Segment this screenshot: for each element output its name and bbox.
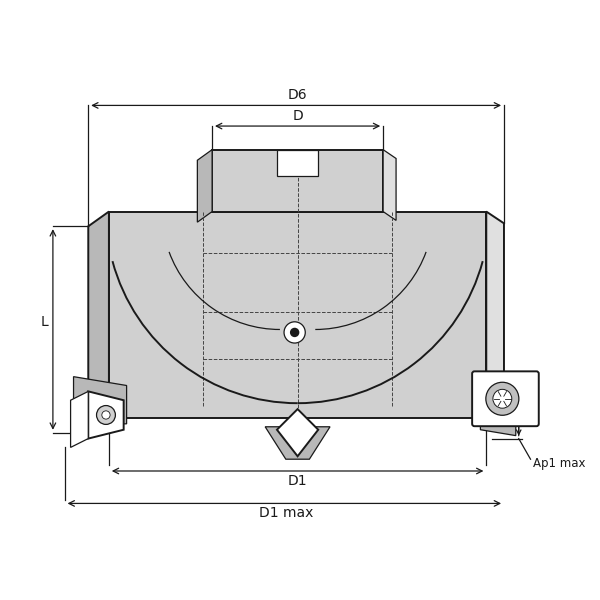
FancyBboxPatch shape	[472, 371, 539, 426]
Polygon shape	[383, 149, 396, 220]
Polygon shape	[265, 427, 330, 459]
Polygon shape	[486, 212, 504, 430]
Polygon shape	[197, 149, 212, 222]
Circle shape	[97, 406, 115, 424]
Circle shape	[290, 328, 299, 337]
Circle shape	[284, 322, 305, 343]
Polygon shape	[109, 212, 486, 418]
Polygon shape	[212, 149, 383, 212]
Text: D6: D6	[288, 88, 307, 103]
Text: Ap1 max: Ap1 max	[533, 457, 586, 470]
Text: D1: D1	[288, 474, 307, 488]
Polygon shape	[71, 391, 88, 448]
Circle shape	[493, 389, 512, 408]
Text: L: L	[40, 315, 48, 329]
Polygon shape	[88, 391, 124, 439]
Circle shape	[102, 411, 110, 419]
Polygon shape	[74, 377, 127, 424]
Text: D: D	[292, 109, 303, 123]
Polygon shape	[277, 149, 318, 176]
Text: D1 max: D1 max	[259, 506, 313, 520]
Polygon shape	[481, 383, 516, 436]
Polygon shape	[88, 212, 109, 433]
Polygon shape	[277, 409, 318, 456]
Circle shape	[486, 382, 519, 415]
